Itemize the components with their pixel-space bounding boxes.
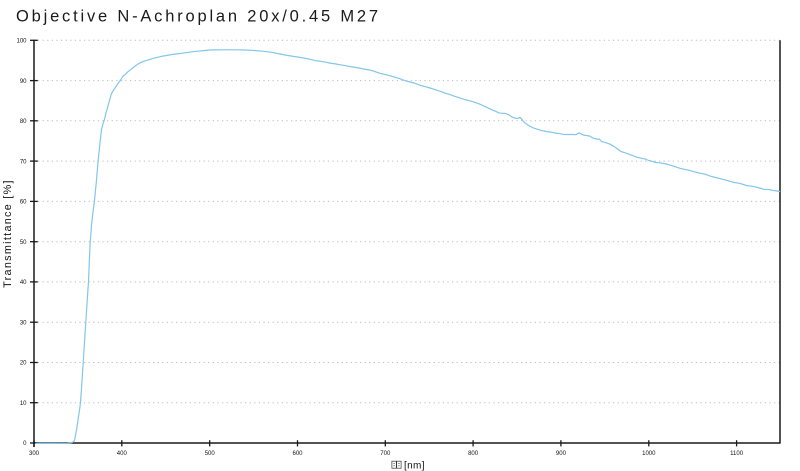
svg-text:80: 80 xyxy=(20,119,27,125)
svg-text:20: 20 xyxy=(20,361,27,367)
svg-text:400: 400 xyxy=(117,451,128,457)
svg-text:Objective N-Achroplan 20x/0.45: Objective N-Achroplan 20x/0.45 M27 xyxy=(16,8,381,26)
svg-text:900: 900 xyxy=(556,451,567,457)
svg-text:100: 100 xyxy=(16,39,27,45)
svg-text:[nm]: [nm] xyxy=(404,460,425,471)
svg-text:500: 500 xyxy=(205,451,216,457)
svg-text:1100: 1100 xyxy=(730,451,744,457)
svg-text:300: 300 xyxy=(29,451,40,457)
svg-text:0: 0 xyxy=(23,441,27,447)
svg-text:Transmittance [%]: Transmittance [%] xyxy=(2,179,14,288)
svg-text:800: 800 xyxy=(468,451,479,457)
svg-text:30: 30 xyxy=(20,320,27,326)
svg-text:600: 600 xyxy=(292,451,303,457)
svg-text:40: 40 xyxy=(20,280,27,286)
svg-text:50: 50 xyxy=(20,240,27,246)
svg-text:700: 700 xyxy=(380,451,391,457)
svg-text:70: 70 xyxy=(20,159,27,165)
svg-text:1000: 1000 xyxy=(642,451,656,457)
svg-text:90: 90 xyxy=(20,79,27,85)
svg-text:60: 60 xyxy=(20,200,27,206)
svg-text:10: 10 xyxy=(20,401,27,407)
